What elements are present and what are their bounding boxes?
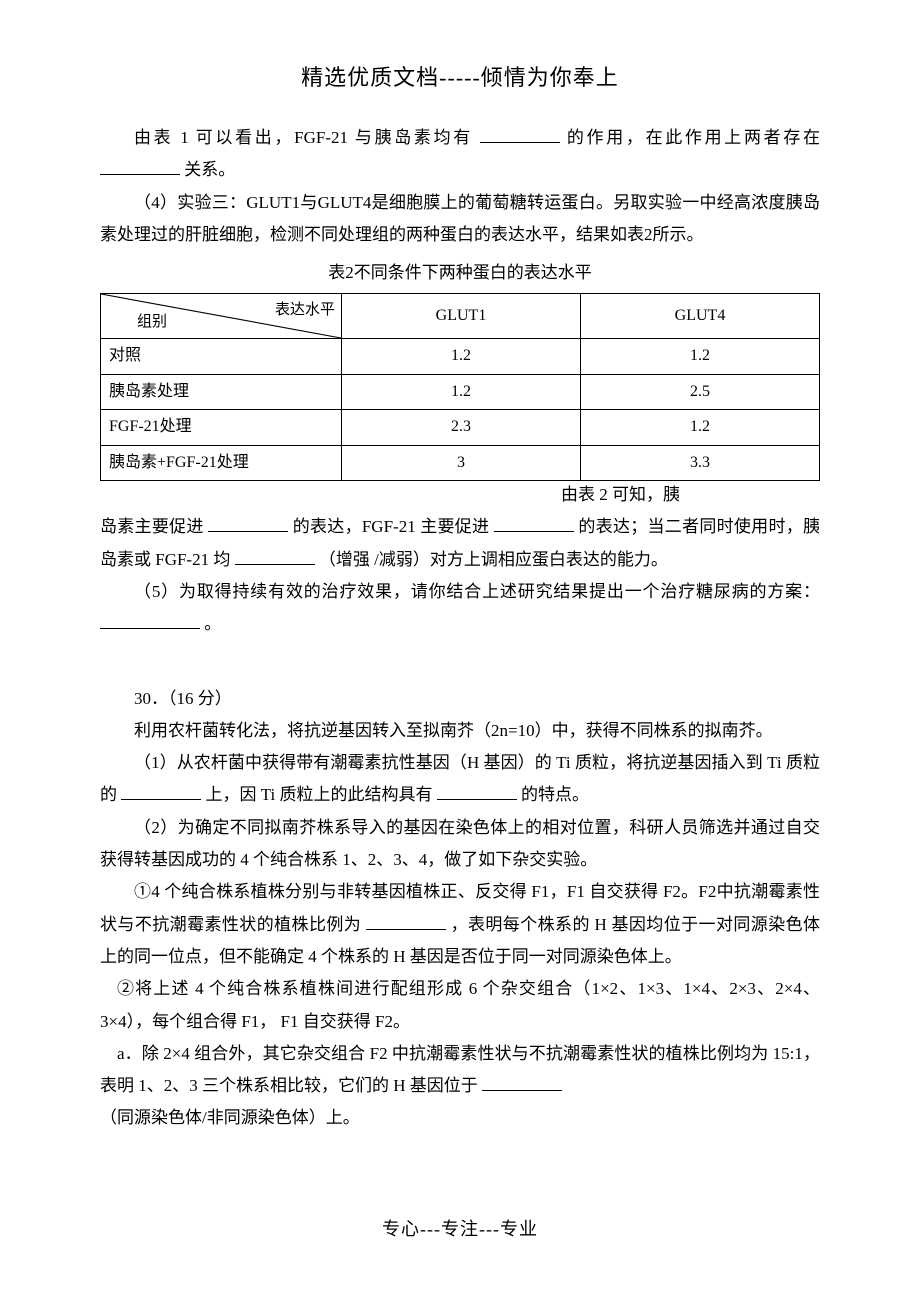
- table2-trailing-note: 由表 2 可知，胰: [100, 479, 820, 511]
- paragraph-table1-conclusion: 由表 1 可以看出，FGF-21 与胰岛素均有 的作用，在此作用上两者存在 关系…: [100, 122, 820, 187]
- question-30-part2-sub1: ①4 个纯合株系植株分别与非转基因植株正、反交得 F1，F1 自交获得 F2。F…: [100, 876, 820, 973]
- cell-value: 1.2: [342, 374, 581, 409]
- cell-value: 2.3: [342, 410, 581, 445]
- page-container: 精选优质文档-----倾情为你奉上 由表 1 可以看出，FGF-21 与胰岛素均…: [0, 0, 920, 1281]
- text-fragment: 的表达，FGF-21 主要促进: [293, 517, 490, 536]
- cell-value: 1.2: [342, 339, 581, 374]
- table2: 表达水平 组别 GLUT1 GLUT4 对照 1.2 1.2 胰岛素处理 1.2…: [100, 293, 820, 481]
- fill-blank[interactable]: [366, 912, 446, 930]
- text-fragment: 岛素主要促进: [100, 517, 204, 536]
- page-footer: 专心---专注---专业: [100, 1215, 820, 1241]
- question-30-part2-sub2a: a．除 2×4 组合外，其它杂交组合 F2 中抗潮霉素性状与不抗潮霉素性状的植株…: [100, 1038, 820, 1103]
- fill-blank[interactable]: [482, 1073, 562, 1091]
- row-label: FGF-21处理: [101, 410, 342, 445]
- table-row: 胰岛素+FGF-21处理 3 3.3: [101, 445, 820, 480]
- paragraph-table2-conclusion: 岛素主要促进 的表达，FGF-21 主要促进 的表达；当二者同时使用时，胰岛素或…: [100, 511, 820, 576]
- fill-blank[interactable]: [480, 125, 560, 143]
- question-30-part2-sub2a-cont: （同源染色体/非同源染色体）上。: [100, 1102, 820, 1134]
- text-fragment: （2）为确定不同拟南芥株系导入的基因在染色体上的相对位置，科研人员筛选并通过自交…: [100, 818, 820, 869]
- table-header-row: 表达水平 组别 GLUT1 GLUT4: [101, 294, 820, 339]
- fill-blank[interactable]: [437, 782, 517, 800]
- text-fragment: 的特点。: [521, 785, 589, 804]
- page-header: 精选优质文档-----倾情为你奉上: [100, 60, 820, 92]
- diagonal-top-label: 表达水平: [275, 296, 335, 325]
- text-fragment: （4）实验三：GLUT1与GLUT4是细胞膜上的葡萄糖转运蛋白。另取实验一中经高…: [100, 193, 820, 244]
- paragraph-question5: （5）为取得持续有效的治疗效果，请你结合上述研究结果提出一个治疗糖尿病的方案： …: [100, 576, 820, 641]
- table-row: 对照 1.2 1.2: [101, 339, 820, 374]
- body-content: 由表 1 可以看出，FGF-21 与胰岛素均有 的作用，在此作用上两者存在 关系…: [100, 122, 820, 1135]
- table2-caption: 表2不同条件下两种蛋白的表达水平: [100, 257, 820, 289]
- question-30-part2-sub2: ②将上述 4 个纯合株系植株间进行配组形成 6 个杂交组合（1×2、1×3、1×…: [100, 973, 820, 1038]
- question-30-header: 30．（16 分）: [100, 683, 820, 715]
- text-fragment: 利用农杆菌转化法，将抗逆基因转入至拟南芥（2n=10）中，获得不同株系的拟南芥。: [134, 721, 773, 740]
- paragraph-experiment3: （4）实验三：GLUT1与GLUT4是细胞膜上的葡萄糖转运蛋白。另取实验一中经高…: [100, 187, 820, 252]
- text-fragment: ②将上述 4 个纯合株系植株间进行配组形成 6 个杂交组合（1×2、1×3、1×…: [100, 979, 820, 1030]
- text-fragment: （增强 /减弱）对方上调相应蛋白表达的能力。: [319, 550, 668, 569]
- cell-value: 1.2: [581, 339, 820, 374]
- row-label: 胰岛素处理: [101, 374, 342, 409]
- text-fragment: （5）为取得持续有效的治疗效果，请你结合上述研究结果提出一个治疗糖尿病的方案：: [134, 582, 820, 601]
- cell-value: 2.5: [581, 374, 820, 409]
- question-30-part2: （2）为确定不同拟南芥株系导入的基因在染色体上的相对位置，科研人员筛选并通过自交…: [100, 812, 820, 877]
- table-diagonal-header: 表达水平 组别: [101, 294, 342, 339]
- text-fragment: 的作用，在此作用上两者存在: [567, 128, 820, 147]
- question-30-intro: 利用农杆菌转化法，将抗逆基因转入至拟南芥（2n=10）中，获得不同株系的拟南芥。: [100, 715, 820, 747]
- text-fragment: 由表 1 可以看出，FGF-21 与胰岛素均有: [134, 128, 473, 147]
- row-label: 对照: [101, 339, 342, 374]
- fill-blank[interactable]: [121, 782, 201, 800]
- section-gap: [100, 641, 820, 683]
- text-fragment: 上，因 Ti 质粒上的此结构具有: [206, 785, 433, 804]
- fill-blank[interactable]: [494, 514, 574, 532]
- text-fragment: a．除 2×4 组合外，其它杂交组合 F2 中抗潮霉素性状与不抗潮霉素性状的植株…: [100, 1044, 820, 1095]
- column-header-glut4: GLUT4: [581, 294, 820, 339]
- cell-value: 1.2: [581, 410, 820, 445]
- text-fragment: 30．（16 分）: [134, 689, 232, 708]
- fill-blank[interactable]: [100, 611, 200, 629]
- fill-blank[interactable]: [235, 547, 315, 565]
- question-30-part1: （1）从农杆菌中获得带有潮霉素抗性基因（H 基因）的 Ti 质粒，将抗逆基因插入…: [100, 747, 820, 812]
- fill-blank[interactable]: [100, 157, 180, 175]
- table-row: 胰岛素处理 1.2 2.5: [101, 374, 820, 409]
- fill-blank[interactable]: [208, 514, 288, 532]
- cell-value: 3: [342, 445, 581, 480]
- table-row: FGF-21处理 2.3 1.2: [101, 410, 820, 445]
- row-label: 胰岛素+FGF-21处理: [101, 445, 342, 480]
- text-fragment: （同源染色体/非同源染色体）上。: [100, 1108, 360, 1127]
- text-fragment: 。: [204, 614, 221, 633]
- text-fragment: 关系。: [184, 160, 235, 179]
- cell-value: 3.3: [581, 445, 820, 480]
- diagonal-bottom-label: 组别: [137, 308, 167, 337]
- column-header-glut1: GLUT1: [342, 294, 581, 339]
